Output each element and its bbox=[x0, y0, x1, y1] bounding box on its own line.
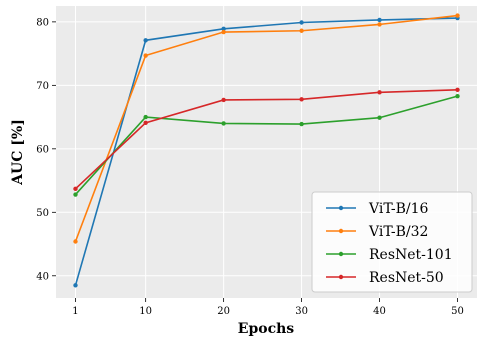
series-resnet-101 bbox=[73, 93, 460, 197]
legend-swatch-marker bbox=[338, 251, 344, 257]
series-resnet-50 bbox=[73, 87, 460, 192]
x-tick-label: 40 bbox=[373, 306, 386, 317]
series-layer bbox=[73, 13, 460, 288]
legend-label: ViT-B/32 bbox=[368, 224, 428, 240]
x-axis-title: Epochs bbox=[238, 321, 295, 337]
legend-entry: ResNet-101 bbox=[326, 247, 453, 263]
data-point bbox=[377, 115, 382, 120]
data-point bbox=[143, 38, 148, 43]
data-point bbox=[377, 90, 382, 95]
data-point bbox=[73, 192, 78, 197]
series-line bbox=[74, 88, 458, 190]
data-point bbox=[221, 121, 226, 126]
data-point bbox=[221, 97, 226, 103]
data-point bbox=[143, 114, 148, 120]
series-line bbox=[74, 95, 458, 196]
data-point bbox=[299, 28, 304, 33]
series-vit-b-32 bbox=[73, 13, 460, 244]
series-line bbox=[74, 14, 458, 242]
legend-entry: ResNet-50 bbox=[326, 270, 444, 286]
data-point bbox=[299, 97, 304, 102]
data-point bbox=[455, 13, 460, 18]
y-tick-label: 50 bbox=[36, 208, 49, 219]
data-point bbox=[73, 186, 78, 192]
data-point bbox=[299, 121, 304, 127]
x-axis: 1 10 20 30 40 50 bbox=[72, 298, 464, 317]
legend-entry: ViT-B/16 bbox=[326, 201, 429, 217]
data-point bbox=[143, 120, 148, 126]
x-tick-label: 20 bbox=[217, 306, 230, 317]
y-tick-label: 60 bbox=[36, 144, 49, 155]
y-tick-label: 40 bbox=[36, 271, 49, 282]
series-vit-b-16 bbox=[73, 15, 460, 288]
legend-label: ResNet-101 bbox=[369, 247, 453, 263]
data-point bbox=[455, 87, 460, 92]
data-point bbox=[221, 26, 226, 32]
legend-label: ResNet-50 bbox=[369, 270, 444, 286]
x-tick-label: 30 bbox=[295, 306, 308, 317]
data-point bbox=[377, 22, 382, 27]
x-tick-label: 50 bbox=[451, 306, 464, 317]
legend-swatch-marker bbox=[338, 228, 344, 234]
y-tick-label: 70 bbox=[36, 81, 49, 92]
data-point bbox=[73, 239, 78, 244]
x-tick-label: 10 bbox=[139, 306, 152, 317]
data-point bbox=[299, 20, 304, 25]
data-point bbox=[377, 17, 382, 23]
legend-swatch-marker bbox=[338, 205, 344, 211]
legend-entry: ViT-B/32 bbox=[326, 224, 428, 240]
series-line bbox=[74, 17, 458, 286]
y-axis: 40 50 60 70 80 bbox=[36, 17, 56, 282]
legend-box bbox=[311, 191, 473, 293]
x-tick-label: 1 bbox=[72, 306, 78, 317]
legend-swatch-marker bbox=[338, 274, 344, 280]
data-point bbox=[73, 283, 78, 288]
data-point bbox=[455, 93, 460, 99]
legend-label: ViT-B/16 bbox=[368, 201, 429, 217]
y-tick-label: 80 bbox=[36, 17, 49, 28]
data-point bbox=[221, 29, 226, 35]
y-axis-title: AUC [%] bbox=[10, 119, 26, 186]
data-point bbox=[143, 53, 148, 58]
legend: ViT-B/16 ViT-B/32 ResNet-101 ResNet-50 bbox=[311, 191, 473, 293]
